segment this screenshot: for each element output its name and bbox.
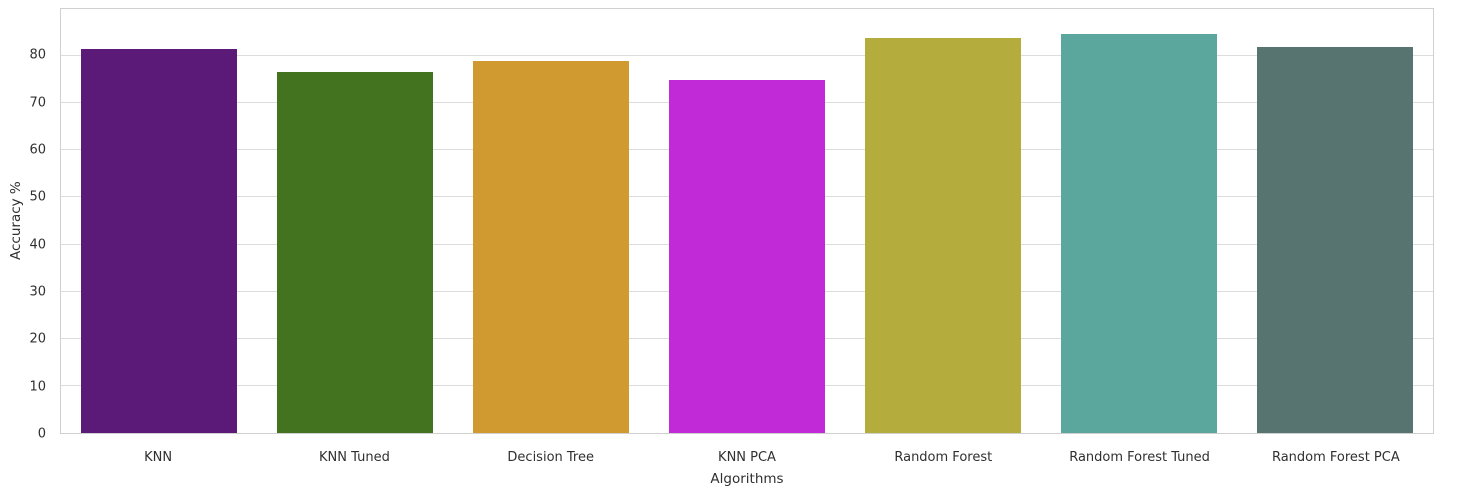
y-tick-label-30: 30 (29, 284, 46, 300)
bar-decision-tree (472, 61, 630, 433)
x-tick-label-knn: KNN (144, 450, 173, 465)
bar-knn-pca (668, 80, 826, 433)
x-tick-label-decision-tree: Decision Tree (507, 450, 594, 465)
x-axis-ticks: KNN KNN Tuned Decision Tree KNN PCA Random F… (60, 450, 1434, 468)
y-tick-label-0: 0 (37, 426, 46, 442)
y-tick-label-10: 10 (29, 379, 46, 395)
gridline-y-80 (61, 55, 1433, 57)
y-tick-label-20: 20 (29, 331, 46, 347)
bar-random-forest (864, 38, 1022, 433)
x-tick-label-random-forest: Random Forest (894, 450, 993, 465)
y-tick-label-40: 40 (29, 237, 46, 253)
bar-knn-tuned (276, 71, 434, 433)
x-tick-label-knn-tuned: KNN Tuned (319, 450, 390, 465)
y-tick-label-70: 70 (29, 95, 46, 111)
x-tick-label-random-forest-pca: Random Forest PCA (1271, 450, 1400, 465)
y-tick-label-50: 50 (29, 189, 46, 205)
x-tick-label-knn-pca: KNN PCA (718, 450, 776, 465)
bar-random-forest-tuned (1060, 34, 1218, 433)
x-tick-label-random-forest-tuned: Random Forest Tuned (1069, 450, 1210, 465)
y-axis-ticks: 0 10 20 30 40 50 60 70 80 (0, 8, 52, 441)
y-tick-label-60: 60 (29, 142, 46, 158)
bar-random-forest-pca (1256, 47, 1414, 433)
y-tick-label-80: 80 (29, 47, 46, 63)
bar-knn (80, 49, 238, 433)
plot-area (60, 8, 1434, 434)
x-axis-label: Algorithms (710, 471, 784, 487)
